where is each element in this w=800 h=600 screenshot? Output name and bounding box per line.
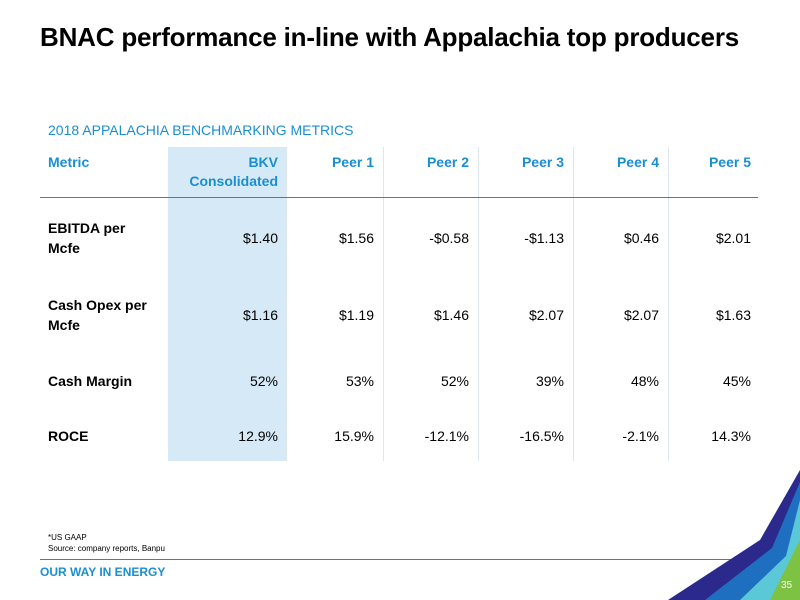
row-label: Cash Margin xyxy=(48,373,133,389)
value-peer-3: -$1.13 xyxy=(524,230,564,246)
header-peer-1: Peer 1 xyxy=(331,154,374,170)
header-bkv-line2: Consolidated xyxy=(189,173,278,189)
value-bkv: $1.16 xyxy=(242,307,278,323)
value-peer-5: $1.63 xyxy=(715,307,751,323)
slide-title: BNAC performance in-line with Appalachia… xyxy=(40,22,739,52)
value-peer-3: 39% xyxy=(535,373,564,389)
header-peer-5: Peer 5 xyxy=(708,154,751,170)
header-peer-4: Peer 4 xyxy=(616,154,659,170)
value-peer-5: $2.01 xyxy=(715,230,751,246)
bkv-column-highlight xyxy=(168,147,286,461)
value-peer-2: $1.46 xyxy=(433,307,469,323)
corner-shape-green xyxy=(770,540,800,600)
row-label-line1: Cash Opex per xyxy=(48,297,147,313)
row-label: ROCE xyxy=(48,428,89,444)
column-divider xyxy=(573,147,574,461)
row-label-line1: EBITDA per xyxy=(48,220,126,236)
value-peer-1: $1.56 xyxy=(338,230,374,246)
value-peer-1: 15.9% xyxy=(334,428,374,444)
column-divider xyxy=(383,147,384,461)
header-bkv-line1: BKV xyxy=(248,154,278,170)
value-bkv: 52% xyxy=(249,373,278,389)
row-label-line2: Mcfe xyxy=(48,317,80,333)
value-peer-4: $2.07 xyxy=(623,307,659,323)
page-number: 35 xyxy=(781,580,793,591)
row-label-line2: Mcfe xyxy=(48,240,80,256)
value-peer-2: -12.1% xyxy=(424,428,469,444)
table-section-title: 2018 APPALACHIA BENCHMARKING METRICS xyxy=(48,122,354,138)
value-peer-4: 48% xyxy=(630,373,659,389)
footnote-source: Source: company reports, Banpu xyxy=(48,544,165,553)
footer-divider xyxy=(40,559,758,560)
column-divider xyxy=(478,147,479,461)
header-peer-3: Peer 3 xyxy=(521,154,564,170)
header-peer-2: Peer 2 xyxy=(426,154,469,170)
footer-tagline: OUR WAY IN ENERGY xyxy=(40,565,166,579)
value-peer-5: 14.3% xyxy=(711,428,751,444)
value-peer-2: -$0.58 xyxy=(429,230,469,246)
value-bkv: 12.9% xyxy=(238,428,278,444)
value-peer-2: 52% xyxy=(440,373,469,389)
header-divider xyxy=(40,197,758,198)
value-peer-1: $1.19 xyxy=(338,307,374,323)
value-peer-4: $0.46 xyxy=(623,230,659,246)
value-peer-4: -2.1% xyxy=(622,428,659,444)
value-peer-3: -16.5% xyxy=(519,428,564,444)
value-bkv: $1.40 xyxy=(242,230,278,246)
value-peer-1: 53% xyxy=(345,373,374,389)
value-peer-3: $2.07 xyxy=(528,307,564,323)
column-divider xyxy=(668,147,669,461)
header-metric: Metric xyxy=(48,154,90,170)
value-peer-5: 45% xyxy=(722,373,751,389)
footnote-gaap: *US GAAP xyxy=(48,533,87,542)
column-divider xyxy=(286,147,287,461)
